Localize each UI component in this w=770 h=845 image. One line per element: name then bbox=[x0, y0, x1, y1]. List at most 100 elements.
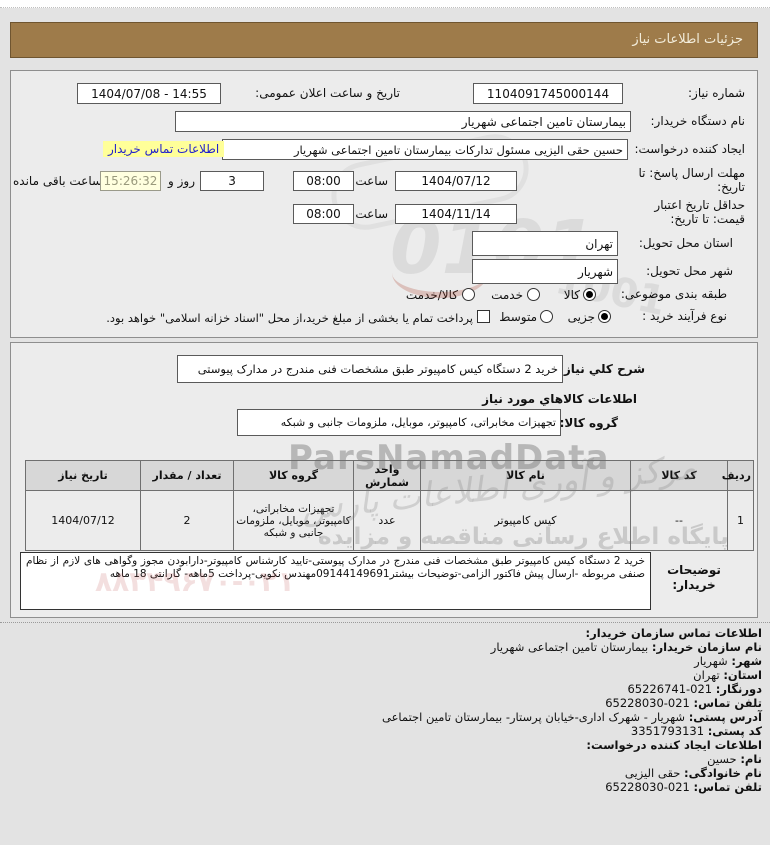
countdown-timer: 15:26:32 bbox=[100, 171, 161, 191]
deadline-hour-input[interactable]: 08:00 bbox=[293, 171, 354, 191]
address-value: شهریار - شهرک اداری-خیابان پرستار- بیمار… bbox=[381, 710, 686, 724]
buyer-remarks-label: توضیحات خریدار: bbox=[653, 563, 735, 593]
process-type-label: نوع فرآیند خرید : bbox=[642, 309, 727, 323]
creator-heading: اطلاعات ایجاد کننده درخواست: bbox=[8, 738, 762, 752]
cell-quantity: 2 bbox=[140, 490, 234, 551]
need-number-input[interactable]: 1104091745000144 bbox=[473, 83, 623, 104]
deadline-hour-value: 08:00 bbox=[306, 174, 341, 188]
province-value: تهران bbox=[693, 668, 720, 682]
col-need-date: تاریخ نیاز bbox=[25, 460, 141, 491]
need-number-label: شماره نیاز: bbox=[688, 86, 745, 100]
price-validity-line1: حداقل تاریخ اعتبار bbox=[654, 198, 745, 212]
last-name-value: حقی الیزیی bbox=[624, 766, 681, 780]
creator-heading-text: اطلاعات ایجاد کننده درخواست: bbox=[586, 738, 762, 752]
cell-unit: عدد bbox=[353, 490, 421, 551]
items-table-header-row: ردیف کد کالا نام کالا واحد شمارش گروه کا… bbox=[25, 460, 754, 491]
top-strip bbox=[0, 0, 770, 8]
table-row: 1 -- کیس کامپیوتر عدد تجهیزات مخابراتی، … bbox=[25, 490, 754, 551]
goods-group-label: گروه کالا: bbox=[559, 416, 618, 430]
phone-label: تلفن تماس: bbox=[693, 696, 762, 710]
buyer-org-value: بیمارستان تامین اجتماعی شهریار bbox=[461, 114, 626, 129]
cell-need-date-value: 1404/07/12 bbox=[51, 514, 115, 527]
price-validity-date-input[interactable]: 1404/11/14 bbox=[395, 204, 517, 224]
creator-value: حسین حقی الیزیی مسئول تدارکات بیمارستان … bbox=[293, 142, 623, 157]
hours-remaining-label: ساعت باقی مانده bbox=[13, 174, 103, 188]
cell-goods-group: تجهیزات مخابراتی، کامپیوتر، موبایل، ملزو… bbox=[233, 490, 354, 551]
treasury-checkbox[interactable] bbox=[477, 310, 490, 323]
delivery-city-label: شهر محل تحویل: bbox=[646, 264, 733, 278]
goods-group-value: تجهیزات مخابراتی، کامپیوتر، موبایل، ملزو… bbox=[280, 416, 556, 429]
need-number-value: 1104091745000144 bbox=[486, 86, 610, 101]
general-desc-label: شرح کلي نیاز: bbox=[559, 362, 645, 376]
general-desc-input[interactable]: خرید 2 دستگاه کیس کامپیوتر طبق مشخصات فن… bbox=[177, 355, 563, 383]
first-name-value: حسین bbox=[707, 752, 737, 766]
buyer-org-input[interactable]: بیمارستان تامین اجتماعی شهریار bbox=[175, 111, 631, 132]
deadline-label-line1: مهلت ارسال پاسخ: تا bbox=[638, 166, 745, 180]
org-name-value: بیمارستان تامین اجتماعی شهریار bbox=[490, 640, 649, 654]
price-validity-label: حداقل تاریخ اعتبار قیمت: تا تاریخ: bbox=[654, 198, 745, 226]
contact-postal: کد پستی: 3351793131 bbox=[8, 724, 762, 738]
buyer-remarks-text[interactable]: خرید 2 دستگاه کیس کامپیوتر طبق مشخصات فن… bbox=[20, 552, 651, 610]
city-label: شهر: bbox=[731, 654, 762, 668]
radio-medium[interactable] bbox=[540, 310, 553, 323]
contact-province: استان: تهران bbox=[8, 668, 762, 682]
radio-service[interactable] bbox=[527, 288, 540, 301]
creator-first-name: نام: حسین bbox=[8, 752, 762, 766]
creator-phone-value: 65228030-021 bbox=[605, 780, 690, 794]
subject-class-label: طبقه بندی موضوعی: bbox=[620, 287, 727, 301]
delivery-city-input[interactable]: شهریار bbox=[472, 259, 618, 284]
contact-org-heading-text: اطلاعات تماس سازمان خریدار: bbox=[585, 626, 762, 640]
radio-minor-label: جزیی bbox=[567, 310, 595, 324]
col-item-name: نام کالا bbox=[420, 460, 631, 491]
days-and-label: روز و bbox=[168, 174, 195, 188]
remaining-days-value: 3 bbox=[228, 174, 236, 188]
postal-label: کد پستی: bbox=[707, 724, 762, 738]
creator-input[interactable]: حسین حقی الیزیی مسئول تدارکات بیمارستان … bbox=[222, 139, 628, 160]
delivery-city-value: شهریار bbox=[578, 264, 613, 279]
treasury-checkbox-label: پرداخت تمام یا بخشی از مبلغ خرید،از محل … bbox=[106, 311, 473, 325]
contact-phone: تلفن تماس: 65228030-021 bbox=[8, 696, 762, 710]
deadline-label: مهلت ارسال پاسخ: تا تاریخ: bbox=[638, 166, 745, 194]
last-name-label: نام خانوادگی: bbox=[684, 766, 762, 780]
remaining-days-input[interactable]: 3 bbox=[200, 171, 264, 191]
radio-medium-label: متوسط bbox=[499, 310, 537, 324]
col-item-code: کد کالا bbox=[630, 460, 728, 491]
creator-phone: تلفن تماس: 65228030-021 bbox=[8, 780, 762, 794]
delivery-province-input[interactable]: تهران bbox=[472, 231, 618, 256]
buyer-remarks-label-line2: خریدار: bbox=[672, 578, 716, 592]
cell-need-date: 1404/07/12 bbox=[25, 490, 141, 551]
goods-group-input[interactable]: تجهیزات مخابراتی، کامپیوتر، موبایل، ملزو… bbox=[237, 409, 561, 436]
announce-datetime-label: تاریخ و ساعت اعلان عمومی: bbox=[255, 86, 400, 100]
creator-last-name: نام خانوادگی: حقی الیزیی bbox=[8, 766, 762, 780]
buyer-remarks-label-line1: توضیحات bbox=[667, 563, 721, 577]
radio-goods[interactable] bbox=[583, 288, 596, 301]
cell-item-code: -- bbox=[630, 490, 728, 551]
radio-service-label: خدمت bbox=[491, 288, 523, 302]
radio-minor[interactable] bbox=[598, 310, 611, 323]
delivery-province-label: استان محل تحویل: bbox=[638, 236, 733, 250]
buyer-org-label: نام دستگاه خریدار: bbox=[650, 114, 746, 128]
items-table: ردیف کد کالا نام کالا واحد شمارش گروه کا… bbox=[25, 460, 754, 551]
price-validity-hour-input[interactable]: 08:00 bbox=[293, 204, 354, 224]
radio-goods-label: کالا bbox=[563, 288, 580, 302]
col-row-index: ردیف bbox=[722, 460, 754, 491]
announce-datetime-input[interactable]: 1404/07/08 - 14:55 bbox=[77, 83, 221, 104]
creator-phone-label: تلفن تماس: bbox=[693, 780, 762, 794]
deadline-hour-label: ساعت bbox=[355, 174, 388, 188]
deadline-label-line2: تاریخ: bbox=[717, 180, 745, 194]
countdown-value: 15:26:32 bbox=[103, 174, 158, 188]
contact-org-heading: اطلاعات تماس سازمان خریدار: bbox=[8, 626, 762, 640]
cell-item-name: کیس کامپیوتر bbox=[420, 490, 631, 551]
province-label: استان: bbox=[723, 668, 762, 682]
address-label: آدرس پستی: bbox=[688, 710, 762, 724]
contact-org-name: نام سازمان خریدار: بیمارستان تامین اجتما… bbox=[8, 640, 762, 654]
price-validity-hour-label: ساعت bbox=[355, 207, 388, 221]
price-validity-date-value: 1404/11/14 bbox=[421, 207, 491, 221]
radio-goods-service-label: کالا/خدمت bbox=[405, 288, 458, 302]
deadline-date-input[interactable]: 1404/07/12 bbox=[395, 171, 517, 191]
general-desc-value: خرید 2 دستگاه کیس کامپیوتر طبق مشخصات فن… bbox=[197, 362, 558, 376]
radio-goods-service[interactable] bbox=[462, 288, 475, 301]
fax-label: دورنگار: bbox=[715, 682, 762, 696]
buyer-contact-link[interactable]: اطلاعات تماس خریدار bbox=[103, 141, 225, 157]
